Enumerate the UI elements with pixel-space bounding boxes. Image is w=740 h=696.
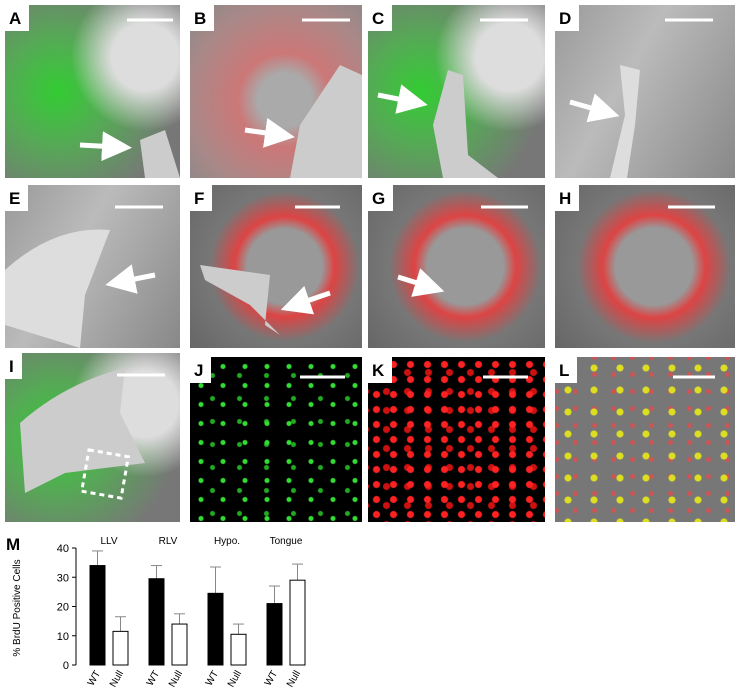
panel: D <box>555 5 735 178</box>
category-label: Hypo. <box>214 536 240 547</box>
panel: B <box>190 5 362 178</box>
bar <box>230 633 247 666</box>
overlay <box>5 205 163 348</box>
x-tick-label: Null <box>226 669 244 689</box>
category-label: RLV <box>159 536 178 547</box>
bar <box>289 579 306 666</box>
overlay <box>483 375 528 379</box>
x-tick-label: Null <box>285 669 303 689</box>
panel: L <box>555 357 735 522</box>
bar <box>112 630 129 666</box>
x-tick-label: WT <box>145 669 162 688</box>
overlay <box>79 18 180 178</box>
panel: K <box>368 357 545 522</box>
panel-label: B <box>190 5 215 31</box>
x-tick-label: WT <box>263 669 280 688</box>
overlay <box>397 205 528 297</box>
y-tick-label: 40 <box>57 543 69 555</box>
panel: J <box>190 357 362 522</box>
panel-label: L <box>555 357 578 383</box>
x-tick-label: Null <box>167 669 185 689</box>
category-label: LLV <box>100 536 117 547</box>
overlay <box>377 18 528 178</box>
panel-label: J <box>190 357 212 383</box>
panel: F <box>190 185 362 348</box>
panel-label: H <box>555 185 580 211</box>
x-tick-label: WT <box>86 669 103 688</box>
category-label: Tongue <box>270 536 303 547</box>
panel: G <box>368 185 545 348</box>
panel: C <box>368 5 545 178</box>
y-tick-label: 20 <box>57 602 69 614</box>
panel-label: F <box>190 185 213 211</box>
overlay <box>300 375 345 379</box>
panel-label: D <box>555 5 580 31</box>
y-tick-label: 10 <box>57 631 69 643</box>
y-tick-label: 30 <box>57 572 69 584</box>
panel: I <box>5 353 180 522</box>
x-tick-label: WT <box>204 669 221 688</box>
panel-label: I <box>5 353 22 379</box>
panel-label: E <box>5 185 29 211</box>
overlay <box>20 368 165 500</box>
bar <box>207 592 224 666</box>
panel-label: M <box>6 535 20 554</box>
overlay <box>200 205 340 335</box>
y-tick-label: 0 <box>63 660 69 672</box>
panel-label: A <box>5 5 30 31</box>
bar <box>171 623 188 666</box>
bar <box>89 565 106 666</box>
overlay <box>668 205 715 209</box>
panel-label: K <box>368 357 393 383</box>
panel: A <box>5 5 180 178</box>
panel: H <box>555 185 735 348</box>
chart: M % BrdU Positive Cells 0 10 20 30 40 LLV WT Nu… <box>6 535 306 689</box>
x-tick-label: Null <box>108 669 126 689</box>
bar <box>148 578 165 666</box>
overlay <box>673 375 715 379</box>
bar <box>266 603 283 666</box>
panel-label: G <box>368 185 394 211</box>
overlay <box>569 18 713 178</box>
panel-label: C <box>368 5 393 31</box>
panel: E <box>5 185 180 348</box>
overlay <box>244 18 362 178</box>
y-axis-label: % BrdU Positive Cells <box>12 559 23 656</box>
